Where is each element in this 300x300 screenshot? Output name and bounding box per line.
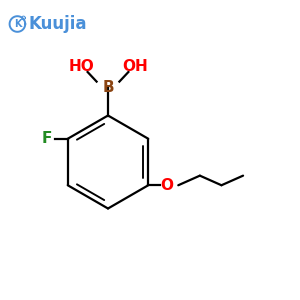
Text: K: K [14, 19, 21, 29]
Text: F: F [41, 131, 52, 146]
Text: Kuujia: Kuujia [28, 15, 87, 33]
Text: O: O [160, 178, 173, 193]
Text: HO: HO [68, 59, 94, 74]
Text: OH: OH [122, 59, 148, 74]
Text: B: B [102, 80, 114, 94]
